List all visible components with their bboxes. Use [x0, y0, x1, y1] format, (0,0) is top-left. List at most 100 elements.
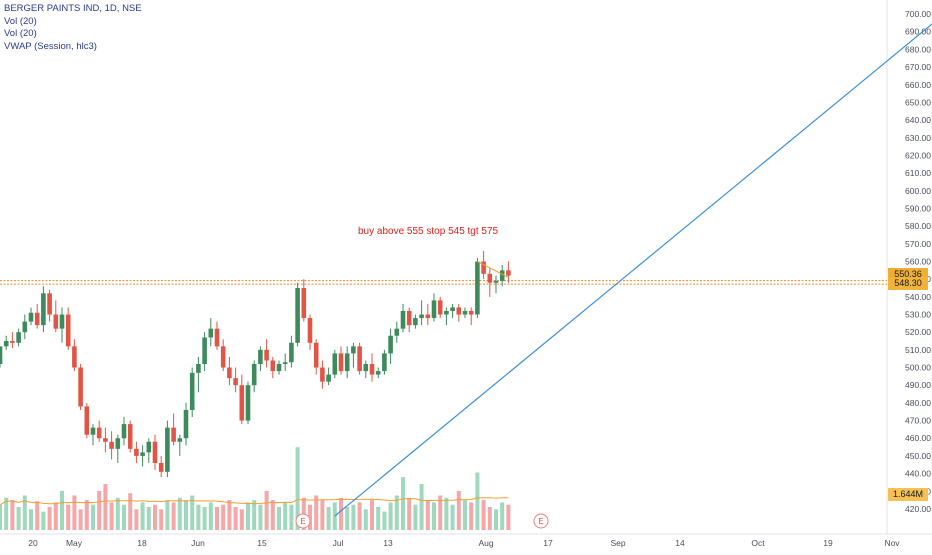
candle-body[interactable]: [121, 424, 127, 439]
candle-body[interactable]: [338, 353, 344, 372]
candle-body[interactable]: [22, 321, 28, 333]
trendline[interactable]: [334, 5, 932, 517]
candle-body[interactable]: [65, 314, 71, 347]
candle-body[interactable]: [214, 328, 220, 347]
candle-body[interactable]: [208, 328, 214, 338]
candle-body[interactable]: [425, 314, 431, 319]
candle-body[interactable]: [165, 427, 170, 472]
candle-body[interactable]: [227, 367, 232, 379]
earnings-marker[interactable]: [295, 513, 311, 529]
candle-body[interactable]: [41, 293, 46, 326]
candle-body[interactable]: [158, 462, 164, 472]
candle-body[interactable]: [3, 341, 9, 347]
candle-body[interactable]: [78, 367, 83, 407]
candle-body[interactable]: [53, 314, 59, 329]
candle-body[interactable]: [189, 372, 195, 410]
candle-body[interactable]: [363, 364, 369, 372]
volume-bar: [227, 500, 232, 530]
candle-body[interactable]: [431, 300, 437, 319]
candle-body[interactable]: [134, 448, 139, 456]
candle-body[interactable]: [394, 328, 400, 336]
candle-body[interactable]: [487, 273, 493, 283]
candle-body[interactable]: [115, 438, 121, 449]
candle-body[interactable]: [276, 364, 282, 372]
candle-body[interactable]: [400, 310, 406, 329]
candle-body[interactable]: [28, 312, 34, 322]
candle-body[interactable]: [406, 310, 412, 326]
candle-body[interactable]: [152, 441, 158, 463]
candle-body[interactable]: [332, 353, 338, 375]
time-tick-label: Jul: [333, 538, 344, 548]
candle-body[interactable]: [140, 452, 145, 456]
earnings-marker[interactable]: [533, 513, 549, 529]
candle-body[interactable]: [313, 342, 319, 368]
candle-body[interactable]: [295, 288, 300, 343]
candle-body[interactable]: [239, 385, 245, 421]
candle-body[interactable]: [475, 261, 480, 315]
candle-body[interactable]: [506, 270, 511, 276]
candle-body[interactable]: [245, 385, 251, 421]
candle-body[interactable]: [369, 364, 375, 375]
candle-body[interactable]: [493, 280, 499, 283]
candle-body[interactable]: [258, 349, 263, 365]
candle-body[interactable]: [47, 293, 52, 315]
candle-body[interactable]: [375, 371, 381, 375]
candle-body[interactable]: [72, 346, 77, 368]
candle-body[interactable]: [10, 341, 15, 343]
candle-body[interactable]: [481, 261, 486, 274]
candle-body[interactable]: [289, 342, 294, 363]
candle-body[interactable]: [270, 360, 276, 372]
indicator-volume-2[interactable]: Vol (20): [4, 28, 37, 39]
candle-body[interactable]: [202, 337, 207, 365]
candle-body[interactable]: [301, 288, 307, 319]
candle-body[interactable]: [146, 441, 152, 453]
candle-body[interactable]: [0, 346, 3, 365]
candle-body[interactable]: [437, 300, 443, 315]
candle-body[interactable]: [177, 438, 183, 442]
candle-body[interactable]: [109, 441, 114, 449]
symbol-title[interactable]: BERGER PAINTS IND, 1D, NSE: [4, 3, 142, 14]
candle-body[interactable]: [90, 427, 96, 435]
candle-body[interactable]: [220, 346, 226, 368]
candle-body[interactable]: [351, 346, 356, 354]
candle-body[interactable]: [326, 374, 331, 382]
candle-body[interactable]: [419, 314, 424, 319]
trade-note[interactable]: buy above 555 stop 545 tgt 575: [358, 226, 499, 237]
candle-body[interactable]: [84, 406, 90, 435]
volume-bar: [425, 500, 430, 530]
volume-bar: [29, 509, 33, 530]
candle-body[interactable]: [499, 270, 505, 281]
candle-body[interactable]: [282, 362, 288, 365]
candle-body[interactable]: [444, 310, 449, 315]
price-tick-label: 510.00: [905, 345, 931, 355]
candle-body[interactable]: [388, 335, 393, 354]
candle-body[interactable]: [183, 409, 189, 439]
volume-bar: [413, 504, 418, 530]
candle-body[interactable]: [382, 353, 387, 372]
candle-body[interactable]: [59, 314, 65, 329]
candle-body[interactable]: [264, 349, 269, 361]
candle-body[interactable]: [456, 307, 462, 315]
volume-bar: [283, 502, 288, 530]
candle-body[interactable]: [196, 364, 201, 373]
candle-body[interactable]: [320, 367, 325, 382]
candle-body[interactable]: [357, 346, 362, 372]
candle-body[interactable]: [96, 427, 102, 439]
candle-body[interactable]: [344, 353, 350, 372]
candle-body[interactable]: [233, 378, 238, 386]
indicator-vwap[interactable]: VWAP (Session, hlc3): [4, 40, 97, 52]
candle-body[interactable]: [171, 427, 176, 442]
candle-body[interactable]: [251, 364, 257, 386]
candle-body[interactable]: [450, 307, 455, 311]
candle-body[interactable]: [462, 310, 468, 315]
candle-body[interactable]: [103, 438, 108, 442]
indicator-volume-1[interactable]: Vol (20): [4, 15, 37, 27]
candle-body[interactable]: [307, 318, 313, 343]
candle-body[interactable]: [468, 310, 474, 315]
candle-body[interactable]: [413, 318, 418, 326]
candle-body[interactable]: [127, 424, 133, 449]
candle-body[interactable]: [34, 312, 40, 326]
candle-body[interactable]: [16, 332, 21, 343]
